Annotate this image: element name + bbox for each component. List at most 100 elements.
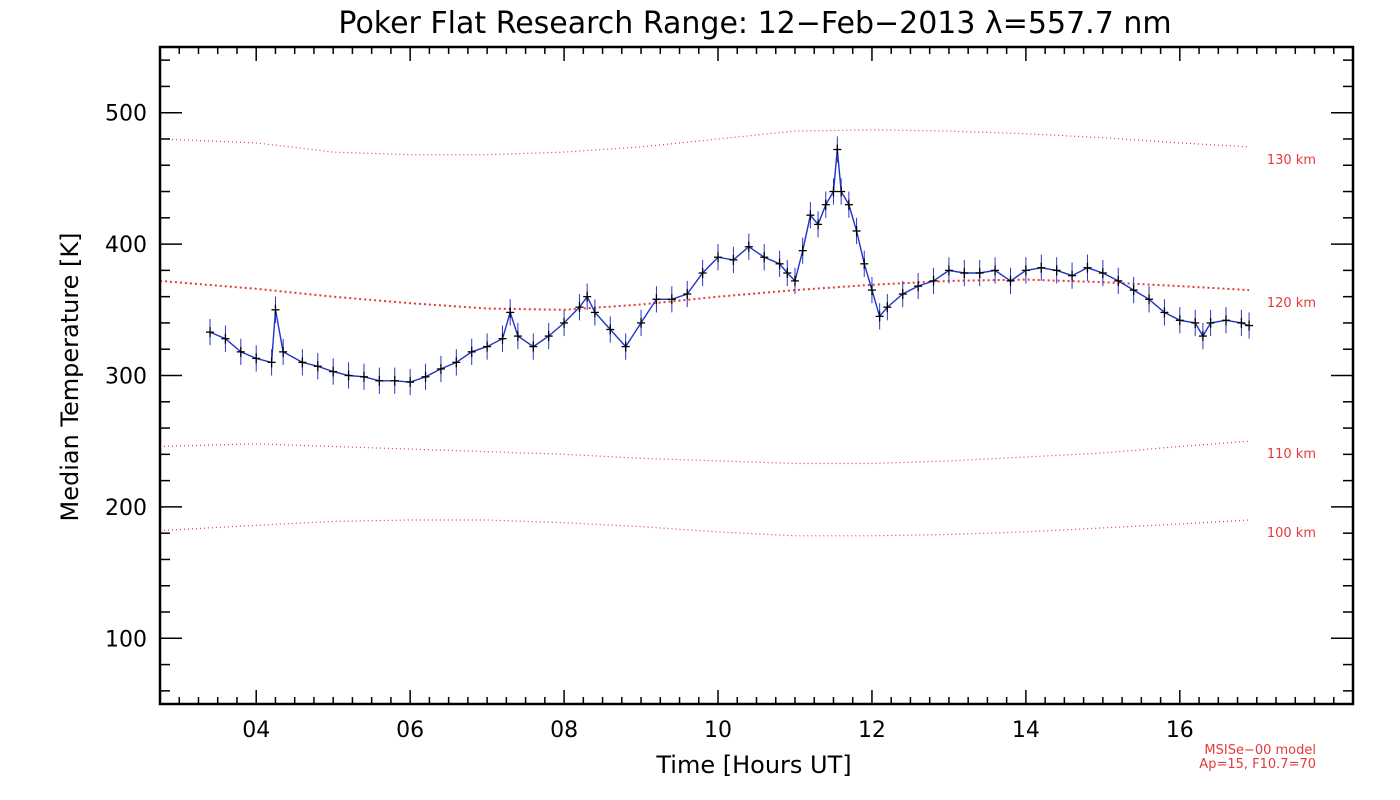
data-series xyxy=(206,136,1254,396)
data-point xyxy=(529,341,538,352)
model-curve-label: 110 km xyxy=(1267,447,1316,462)
data-point xyxy=(359,371,368,382)
data-point xyxy=(783,268,792,279)
data-point xyxy=(1237,317,1246,328)
data-point xyxy=(421,371,430,382)
data-point xyxy=(814,219,823,230)
data-point xyxy=(1021,265,1030,276)
data-point xyxy=(744,241,753,252)
x-tick-label: 14 xyxy=(1012,718,1040,743)
data-point xyxy=(652,294,661,305)
data-point xyxy=(1098,268,1107,279)
data-point xyxy=(898,289,907,300)
data-point xyxy=(1114,275,1123,286)
data-point xyxy=(991,265,1000,276)
data-point xyxy=(860,258,869,269)
data-point xyxy=(775,258,784,269)
data-point xyxy=(1245,320,1254,331)
y-axis-label: Median Temperature [K] xyxy=(56,232,84,521)
data-point xyxy=(1037,262,1046,273)
data-point xyxy=(221,333,230,344)
data-point xyxy=(714,252,723,263)
data-point xyxy=(436,363,445,374)
x-tick-label: 06 xyxy=(396,718,424,743)
x-tick-label: 16 xyxy=(1166,718,1194,743)
data-point xyxy=(279,346,288,357)
data-point xyxy=(1068,270,1077,281)
model-footnote-line-1: MSISe−00 model xyxy=(1204,743,1316,758)
model-curve-120-km xyxy=(159,278,1250,311)
data-markers xyxy=(206,144,1254,388)
data-point xyxy=(729,254,738,265)
y-tick-label: 200 xyxy=(105,496,147,521)
data-point xyxy=(267,357,276,368)
data-point xyxy=(513,331,522,342)
data-point xyxy=(1006,275,1015,286)
data-point xyxy=(944,265,953,276)
data-point xyxy=(452,357,461,368)
data-point xyxy=(960,268,969,279)
data-point xyxy=(621,341,630,352)
data-point xyxy=(271,304,280,315)
data-point xyxy=(790,275,799,286)
data-point xyxy=(298,357,307,368)
data-point xyxy=(1191,317,1200,328)
data-point xyxy=(1175,315,1184,326)
data-point xyxy=(590,307,599,318)
data-point xyxy=(1206,317,1215,328)
chart-title: Poker Flat Research Range: 12−Feb−2013 λ… xyxy=(338,6,1171,41)
data-line xyxy=(209,149,1250,383)
data-point xyxy=(498,333,507,344)
x-tick-label: 08 xyxy=(550,718,578,743)
data-point xyxy=(821,199,830,210)
data-point xyxy=(806,210,815,221)
data-point xyxy=(583,291,592,302)
data-point xyxy=(606,324,615,335)
data-point xyxy=(575,302,584,313)
data-point xyxy=(467,346,476,357)
model-curve-label: 120 km xyxy=(1267,296,1316,311)
axes: 04 06 08 10 12 14 16 100 200 300 400 500 xyxy=(105,45,1355,743)
data-point xyxy=(236,346,245,357)
data-point xyxy=(829,186,838,197)
data-point xyxy=(914,281,923,292)
data-point xyxy=(506,307,515,318)
data-point xyxy=(833,144,842,155)
y-tick-label: 400 xyxy=(105,233,147,258)
model-curve-label: 100 km xyxy=(1267,526,1316,541)
data-point xyxy=(1160,307,1169,318)
y-tick-label: 500 xyxy=(105,102,147,127)
data-point xyxy=(375,375,384,386)
model-curve-130-km xyxy=(159,129,1250,156)
data-point xyxy=(1222,315,1231,326)
data-point xyxy=(929,275,938,286)
data-point xyxy=(390,375,399,386)
data-point xyxy=(760,252,769,263)
data-point xyxy=(252,353,261,364)
model-curve-110-km xyxy=(159,440,1250,465)
model-footnote-line-2: Ap=15, F10.7=70 xyxy=(1199,757,1316,772)
data-point xyxy=(1145,294,1154,305)
data-point xyxy=(344,370,353,381)
data-point xyxy=(329,366,338,377)
data-point xyxy=(875,311,884,322)
error-bars xyxy=(209,136,1250,396)
x-tick-label: 12 xyxy=(858,718,886,743)
data-point xyxy=(313,361,322,372)
data-point xyxy=(837,186,846,197)
data-point xyxy=(544,331,553,342)
x-tick-label: 10 xyxy=(704,718,732,743)
data-point xyxy=(1129,285,1138,296)
data-point xyxy=(975,268,984,279)
x-axis-label: Time [Hours UT] xyxy=(655,751,851,779)
model-curves: 130 km 120 km 110 km 100 km xyxy=(159,129,1316,541)
y-tick-label: 100 xyxy=(105,627,147,652)
data-point xyxy=(867,285,876,296)
data-point xyxy=(883,302,892,313)
data-point xyxy=(483,341,492,352)
model-curve-100-km xyxy=(159,519,1250,537)
data-point xyxy=(852,225,861,236)
data-point xyxy=(798,245,807,256)
data-point xyxy=(683,289,692,300)
